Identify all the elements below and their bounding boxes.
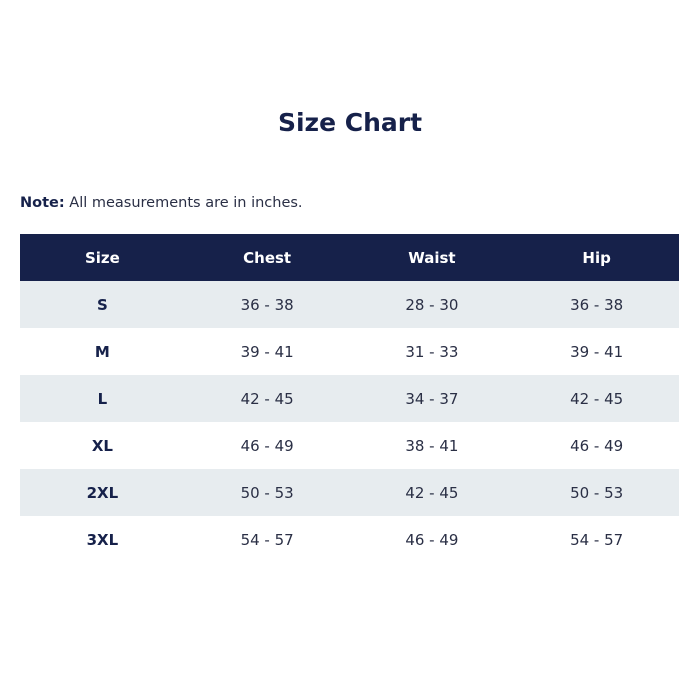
page-title: Size Chart [277, 108, 423, 137]
header-hip: Hip [514, 234, 679, 281]
cell-hip: 36 - 38 [514, 281, 679, 328]
table-row: L 42 - 45 34 - 37 42 - 45 [20, 375, 679, 422]
cell-size: 3XL [86, 530, 119, 549]
cell-waist: 38 - 41 [405, 436, 459, 455]
note-label: Note: [20, 195, 65, 211]
cell-chest: 54 - 57 [240, 530, 294, 549]
table-row: XL 46 - 49 38 - 41 46 - 49 [20, 422, 679, 469]
cell-hip: 42 - 45 [514, 375, 679, 422]
table-header-row: Size Chest Waist Hip [20, 234, 679, 281]
cell-hip: 50 - 53 [514, 469, 679, 516]
cell-chest: 42 - 45 [184, 375, 350, 422]
cell-size: M [94, 342, 110, 361]
cell-chest: 39 - 41 [240, 342, 294, 361]
cell-waist: 46 - 49 [405, 530, 459, 549]
table-row: 2XL 50 - 53 42 - 45 50 - 53 [20, 469, 679, 516]
measurement-note: Note: All measurements are in inches. [20, 195, 303, 211]
cell-waist: 34 - 37 [349, 375, 515, 422]
cell-hip: 46 - 49 [570, 436, 624, 455]
cell-size: L [20, 375, 185, 422]
cell-size: S [20, 281, 185, 328]
cell-chest: 50 - 53 [184, 469, 350, 516]
cell-hip: 39 - 41 [570, 342, 624, 361]
table-row: 3XL 54 - 57 46 - 49 54 - 57 [20, 516, 679, 563]
header-chest: Chest [184, 234, 350, 281]
cell-chest: 46 - 49 [240, 436, 294, 455]
table-row: S 36 - 38 28 - 30 36 - 38 [20, 281, 679, 328]
cell-chest: 36 - 38 [184, 281, 350, 328]
cell-waist: 28 - 30 [349, 281, 515, 328]
cell-waist: 42 - 45 [349, 469, 515, 516]
cell-size: XL [91, 436, 113, 455]
header-size: Size [20, 234, 185, 281]
cell-size: 2XL [20, 469, 185, 516]
cell-hip: 54 - 57 [570, 530, 624, 549]
table-row: M 39 - 41 31 - 33 39 - 41 [20, 328, 679, 375]
size-chart-table: Size Chest Waist Hip S 36 - 38 28 - 30 36 -… [20, 234, 679, 563]
note-text: All measurements are in inches. [64, 195, 303, 211]
cell-waist: 31 - 33 [405, 342, 459, 361]
header-waist: Waist [349, 234, 515, 281]
